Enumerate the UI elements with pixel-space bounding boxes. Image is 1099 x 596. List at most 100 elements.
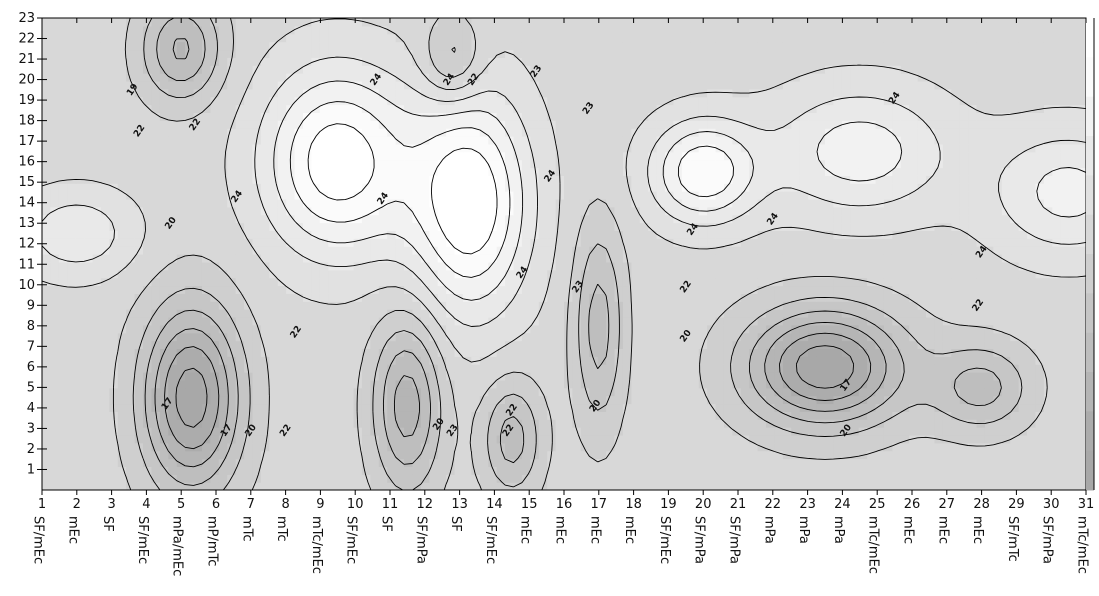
field-cell: [951, 427, 961, 436]
field-cell: [277, 324, 287, 334]
field-cell: [412, 191, 422, 200]
field-cell: [867, 372, 877, 381]
field-cell: [235, 411, 245, 420]
field-cell: [244, 246, 254, 255]
field-cell: [858, 387, 868, 397]
field-cell: [395, 198, 405, 208]
field-cell: [622, 198, 632, 208]
field-cell: [67, 442, 77, 452]
field-cell: [976, 411, 986, 420]
field-cell: [100, 372, 110, 381]
field-cell: [42, 387, 52, 397]
field-cell: [926, 198, 936, 208]
field-cell: [488, 411, 498, 420]
field-cell: [134, 191, 144, 200]
field-cell: [597, 419, 607, 428]
field-cell: [841, 206, 851, 216]
field-cell: [176, 387, 186, 397]
field-cell: [614, 206, 624, 216]
field-cell: [951, 183, 961, 192]
field-cell: [968, 269, 978, 279]
field-cell: [328, 198, 338, 208]
field-cell: [277, 387, 287, 397]
field-cell: [193, 372, 203, 381]
field-cell: [387, 309, 397, 318]
field-cell: [1035, 261, 1045, 271]
field-cell: [816, 230, 826, 239]
field-cell: [580, 372, 590, 381]
field-cell: [631, 450, 641, 460]
field-cell: [530, 293, 540, 302]
field-cell: [218, 364, 228, 373]
field-cell: [614, 222, 624, 231]
field-cell: [75, 246, 85, 255]
field-cell: [319, 474, 329, 483]
field-cell: [345, 364, 355, 373]
field-cell: [951, 261, 961, 271]
field-cell: [446, 356, 456, 365]
field-cell: [42, 379, 52, 389]
field-cell: [378, 191, 388, 200]
field-cell: [378, 277, 388, 287]
field-cell: [631, 324, 641, 334]
field-cell: [185, 403, 195, 412]
field-cell: [589, 246, 599, 255]
field-cell: [681, 214, 691, 224]
field-cell: [538, 427, 548, 436]
field-cell: [698, 403, 708, 412]
field-cell: [345, 222, 355, 231]
field-cell: [942, 372, 952, 381]
field-cell: [235, 387, 245, 397]
field-cell: [833, 466, 843, 475]
field-cell: [126, 293, 136, 302]
field-cell: [850, 183, 860, 192]
field-cell: [841, 316, 851, 326]
field-cell: [100, 167, 110, 176]
field-cell: [799, 387, 809, 397]
field-cell: [681, 372, 691, 381]
field-cell: [521, 246, 531, 255]
field-cell: [1027, 175, 1037, 184]
field-cell: [1052, 324, 1062, 334]
field-cell: [210, 482, 220, 490]
field-cell: [934, 261, 944, 271]
field-cell: [774, 324, 784, 334]
field-cell: [951, 395, 961, 405]
field-cell: [353, 434, 363, 444]
field-cell: [715, 301, 725, 310]
field-cell: [723, 254, 733, 263]
field-cell: [656, 403, 666, 412]
field-cell: [791, 206, 801, 216]
field-cell: [429, 427, 439, 436]
field-cell: [816, 191, 826, 200]
field-cell: [227, 458, 237, 467]
field-cell: [471, 246, 481, 255]
field-cell: [816, 356, 826, 365]
field-cell: [597, 191, 607, 200]
field-cell: [589, 206, 599, 216]
field-cell: [260, 411, 270, 420]
field-cell: [875, 261, 885, 271]
field-cell: [656, 324, 666, 334]
field-cell: [732, 206, 742, 216]
field-cell: [75, 183, 85, 192]
field-cell: [437, 356, 447, 365]
field-cell: [1010, 379, 1020, 389]
field-cell: [707, 238, 717, 247]
field-cell: [109, 395, 119, 405]
field-cell: [378, 340, 388, 349]
field-cell: [67, 450, 77, 460]
field-cell: [353, 238, 363, 247]
field-cell: [143, 230, 153, 239]
field-cell: [353, 269, 363, 279]
field-cell: [429, 191, 439, 200]
field-cell: [420, 442, 430, 452]
field-cell: [959, 450, 969, 460]
field-cell: [311, 261, 321, 271]
field-cell: [564, 198, 574, 208]
field-cell: [185, 269, 195, 279]
field-cell: [766, 175, 776, 184]
field-cell: [134, 261, 144, 271]
field-cell: [782, 206, 792, 216]
field-cell: [589, 482, 599, 490]
